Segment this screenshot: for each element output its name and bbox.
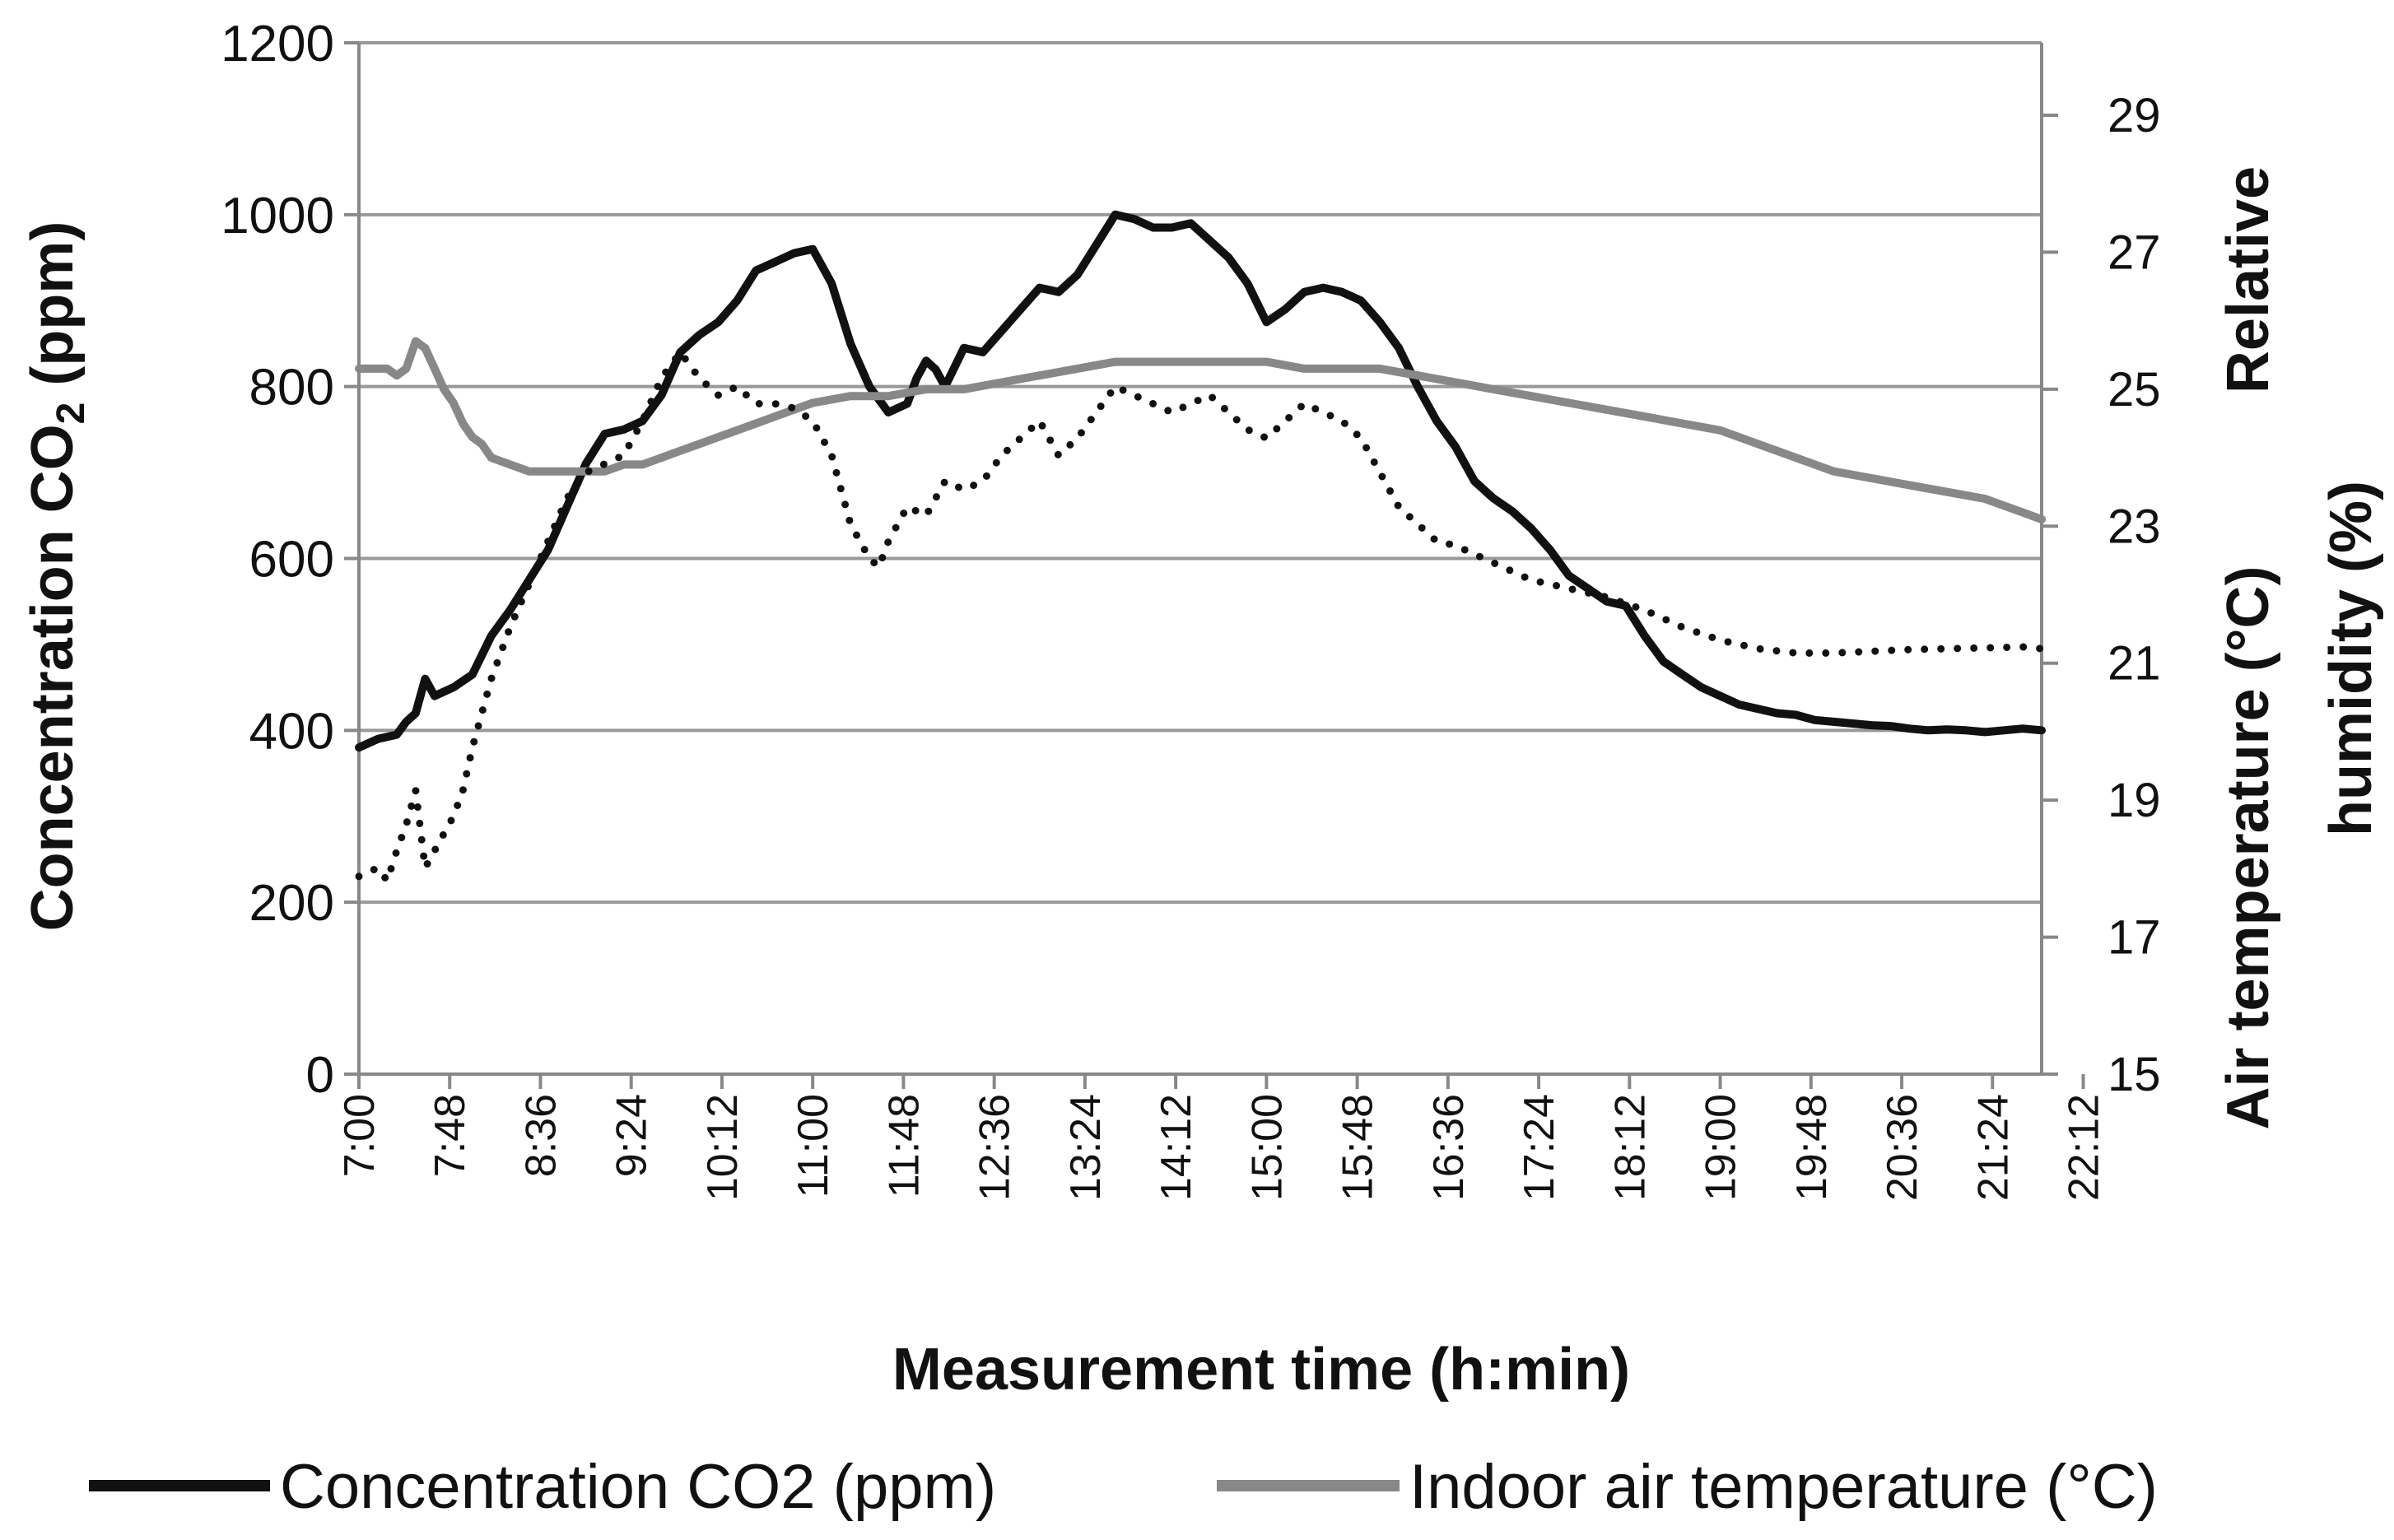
x-tick-label: 21:24 — [1969, 1094, 2017, 1201]
x-tick-label: 19:48 — [1788, 1094, 1836, 1201]
x-tick-label: 9:24 — [608, 1094, 656, 1177]
right-tick-label: 25 — [2108, 363, 2161, 416]
right-tick-label: 27 — [2108, 226, 2161, 279]
x-tick-label: 17:24 — [1516, 1094, 1563, 1201]
x-tick-label: 10:12 — [699, 1094, 747, 1201]
x-tick-label: 11:48 — [880, 1094, 928, 1198]
left-tick-label: 200 — [249, 875, 334, 932]
gridlines — [359, 41, 2042, 905]
right-axis-title-air-temperature: Air temperature (°C) — [2215, 566, 2281, 1130]
left-tick-label: 1000 — [221, 188, 334, 244]
right-tick-label: 23 — [2108, 500, 2161, 553]
right-tick-label: 15 — [2108, 1048, 2161, 1101]
legend-label-temperature: Indoor air temperature (°C) — [1409, 1452, 2158, 1522]
left-tick-label: 800 — [249, 360, 334, 416]
right-axis-title-humidity: humidity (%) — [2318, 481, 2384, 836]
x-tick-label: 7:48 — [426, 1094, 474, 1177]
x-tick-label: 22:12 — [2061, 1094, 2108, 1201]
x-tick-label: 7:00 — [336, 1094, 384, 1177]
right-axis-title-relative: Relative — [2215, 166, 2281, 393]
legend: Concentration CO2 (ppm) Indoor air tempe… — [89, 1452, 2158, 1522]
x-tick-label: 8:36 — [517, 1094, 565, 1177]
x-tick-label: 15:00 — [1243, 1094, 1291, 1201]
x-axis-title: Measurement time (h:min) — [892, 1337, 1630, 1403]
left-axis-title: Concentration CO2 (ppm) — [20, 221, 93, 932]
series-layer — [355, 210, 2046, 885]
series-humidity-line — [355, 348, 2046, 885]
right-axis-ticks: 15 17 19 21 23 25 27 29 — [2042, 89, 2161, 1101]
x-tick-label: 13:24 — [1062, 1094, 1110, 1201]
x-tick-label: 12:36 — [971, 1094, 1019, 1201]
left-axis-title-subscript: 2 — [49, 402, 93, 425]
series-co2-line — [355, 210, 2046, 752]
left-tick-label: 1200 — [221, 16, 334, 72]
right-tick-label: 29 — [2108, 89, 2161, 142]
left-axis-title-main: Concentration CO — [20, 424, 86, 931]
x-axis-ticks: 7:00 7:48 8:36 9:24 10:12 11:00 11:48 12:36 13:2… — [336, 1074, 2108, 1201]
series-temperature-line — [355, 337, 2046, 523]
x-tick-label: 20:36 — [1879, 1094, 1926, 1201]
x-tick-label: 16:36 — [1425, 1094, 1473, 1201]
x-tick-label: 11:00 — [789, 1094, 837, 1198]
legend-label-co2: Concentration CO2 (ppm) — [280, 1452, 996, 1522]
x-tick-label: 18:12 — [1606, 1094, 1654, 1201]
right-tick-label: 17 — [2108, 911, 2161, 965]
left-tick-label: 400 — [249, 703, 334, 760]
left-tick-label: 600 — [249, 532, 334, 589]
left-tick-label: 0 — [306, 1047, 334, 1104]
x-tick-label: 15:48 — [1334, 1094, 1382, 1201]
left-axis-title-end: (ppm) — [20, 221, 86, 402]
x-tick-label: 14:12 — [1153, 1094, 1200, 1201]
right-tick-label: 21 — [2108, 637, 2161, 691]
left-axis-ticks: 0 200 400 600 800 1000 1200 — [221, 16, 359, 1104]
right-tick-label: 19 — [2108, 774, 2161, 827]
x-tick-label: 19:00 — [1698, 1094, 1745, 1201]
